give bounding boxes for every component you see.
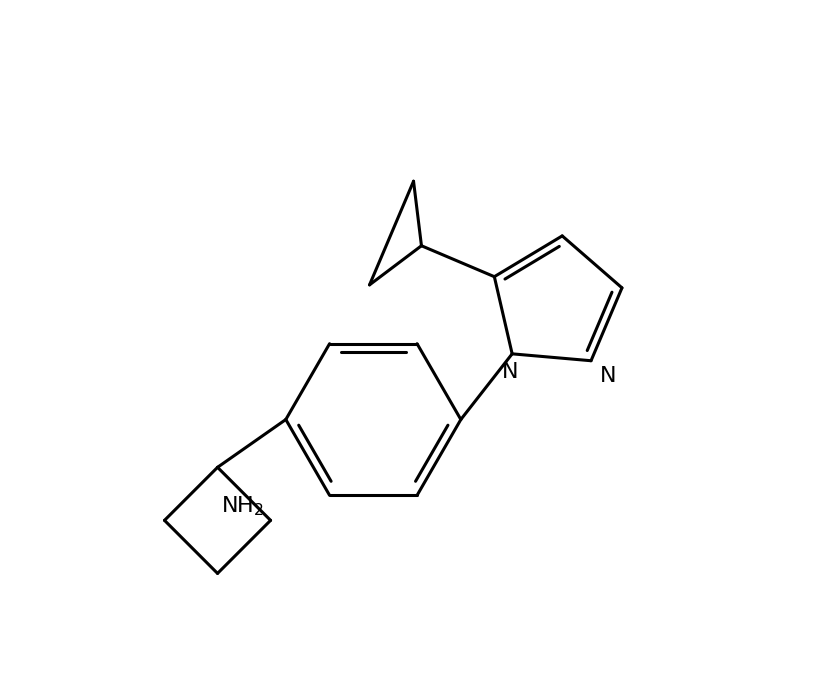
Text: N: N xyxy=(599,366,616,386)
Text: NH$_2$: NH$_2$ xyxy=(221,494,264,517)
Text: N: N xyxy=(501,362,518,382)
